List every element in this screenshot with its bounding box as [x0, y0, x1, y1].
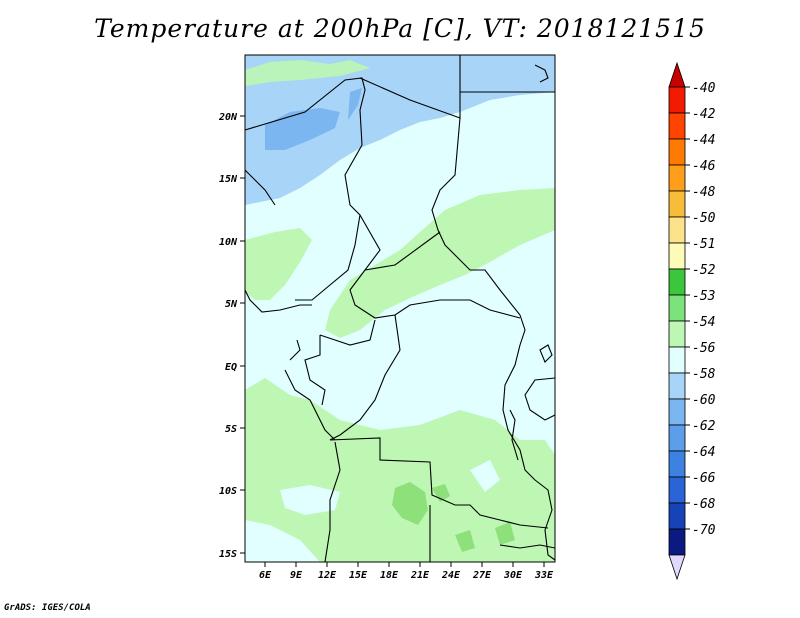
lat-labels: 20N 15N 10N 5N EQ 5S 10S 15S	[218, 112, 238, 560]
light-patch-southwest	[245, 520, 320, 562]
colorbar-swatch	[668, 190, 686, 218]
colorbar-swatch	[668, 450, 686, 478]
map-frame	[244, 54, 556, 563]
lon-label: 15E	[349, 570, 368, 581]
colorbar-label: -50	[692, 211, 716, 226]
colorbar-label: -51	[692, 237, 715, 252]
lon-ticks	[264, 562, 545, 567]
lon-label: 21E	[410, 570, 430, 581]
green-band-west	[245, 228, 312, 300]
map-title: Temperature at 200hPa [C], VT: 201812151…	[94, 14, 706, 43]
colorbar-label: -52	[692, 263, 716, 278]
colorbar-swatch	[668, 164, 686, 192]
lat-label: 15N	[219, 174, 238, 185]
lon-labels: 6E 9E 12E 15E 18E 21E 24E 27E 30E 33E	[259, 570, 554, 581]
lon-label: 27E	[472, 570, 492, 581]
colorbar-swatch	[668, 242, 686, 270]
colorbar-label: -64	[692, 445, 715, 460]
colorbar-swatch	[668, 398, 686, 426]
colorbar-label: -62	[692, 419, 716, 434]
colorbar-label: -70	[692, 523, 716, 538]
colorbar-label: -56	[692, 341, 716, 356]
light-patch-south	[280, 485, 340, 515]
warm-blob-1	[392, 482, 428, 525]
lat-label: 10N	[219, 237, 238, 248]
lon-label: 30E	[503, 570, 523, 581]
colorbar-swatch	[668, 86, 686, 114]
colorbar-label: -66	[692, 471, 716, 486]
colorbar-swatch	[668, 320, 686, 348]
light-streak-top	[245, 60, 370, 86]
colorbar-swatch	[668, 476, 686, 504]
colorbar-label: -60	[692, 393, 716, 408]
lon-label: 6E	[259, 570, 272, 581]
colorbar-swatch	[668, 424, 686, 452]
lon-label: 12E	[318, 570, 337, 581]
light-patch-east	[470, 460, 500, 492]
colorbar-label: -46	[692, 159, 716, 174]
colorbar-label: -58	[692, 367, 716, 382]
lon-label: 18E	[380, 570, 399, 581]
lon-label: 9E	[290, 570, 303, 581]
warm-blob-3	[455, 530, 475, 552]
colorbar-swatch	[668, 372, 686, 400]
colorbar-label: -54	[692, 315, 715, 330]
colorbar-label: -53	[692, 289, 715, 304]
colorbar-label: -44	[692, 133, 715, 148]
colorbar-swatch	[668, 112, 686, 140]
lat-ticks	[240, 115, 245, 554]
colorbar-label: -68	[692, 497, 716, 512]
colorbar-label: -48	[692, 185, 716, 200]
colorbar-label: -42	[692, 107, 716, 122]
lat-label: 15S	[219, 549, 237, 560]
colorbar-swatch	[668, 294, 686, 322]
warm-blob-4	[495, 522, 515, 545]
colorbar-swatch	[668, 502, 686, 530]
lat-label: 20N	[218, 112, 238, 123]
country-borders	[244, 55, 556, 563]
colorbar-swatch	[668, 346, 686, 374]
lat-label: 10S	[219, 486, 237, 497]
lon-label: 33E	[534, 570, 554, 581]
colorbar-swatch	[668, 268, 686, 296]
lat-label: EQ	[225, 362, 237, 373]
colorbar-swatch	[668, 138, 686, 166]
warm-blob-2	[432, 484, 450, 502]
colorbar-swatch	[668, 216, 686, 244]
lat-label: 5S	[225, 424, 237, 435]
colorbar-label: -40	[692, 81, 716, 96]
colorbar: -40 -42 -44 -46 -48 -50 -51 -52 -53 -54 -56 -58 -60 -…	[668, 61, 716, 581]
colorbar-top-arrow	[668, 61, 686, 88]
green-band-central	[325, 188, 555, 338]
colorbar-bottom-arrow	[668, 554, 686, 581]
footer-credit: GrADS: IGES/COLA	[4, 603, 91, 613]
cold-streak	[348, 88, 362, 120]
colorbar-swatch	[668, 528, 686, 556]
lon-label: 24E	[441, 570, 461, 581]
lat-label: 5N	[225, 299, 238, 310]
